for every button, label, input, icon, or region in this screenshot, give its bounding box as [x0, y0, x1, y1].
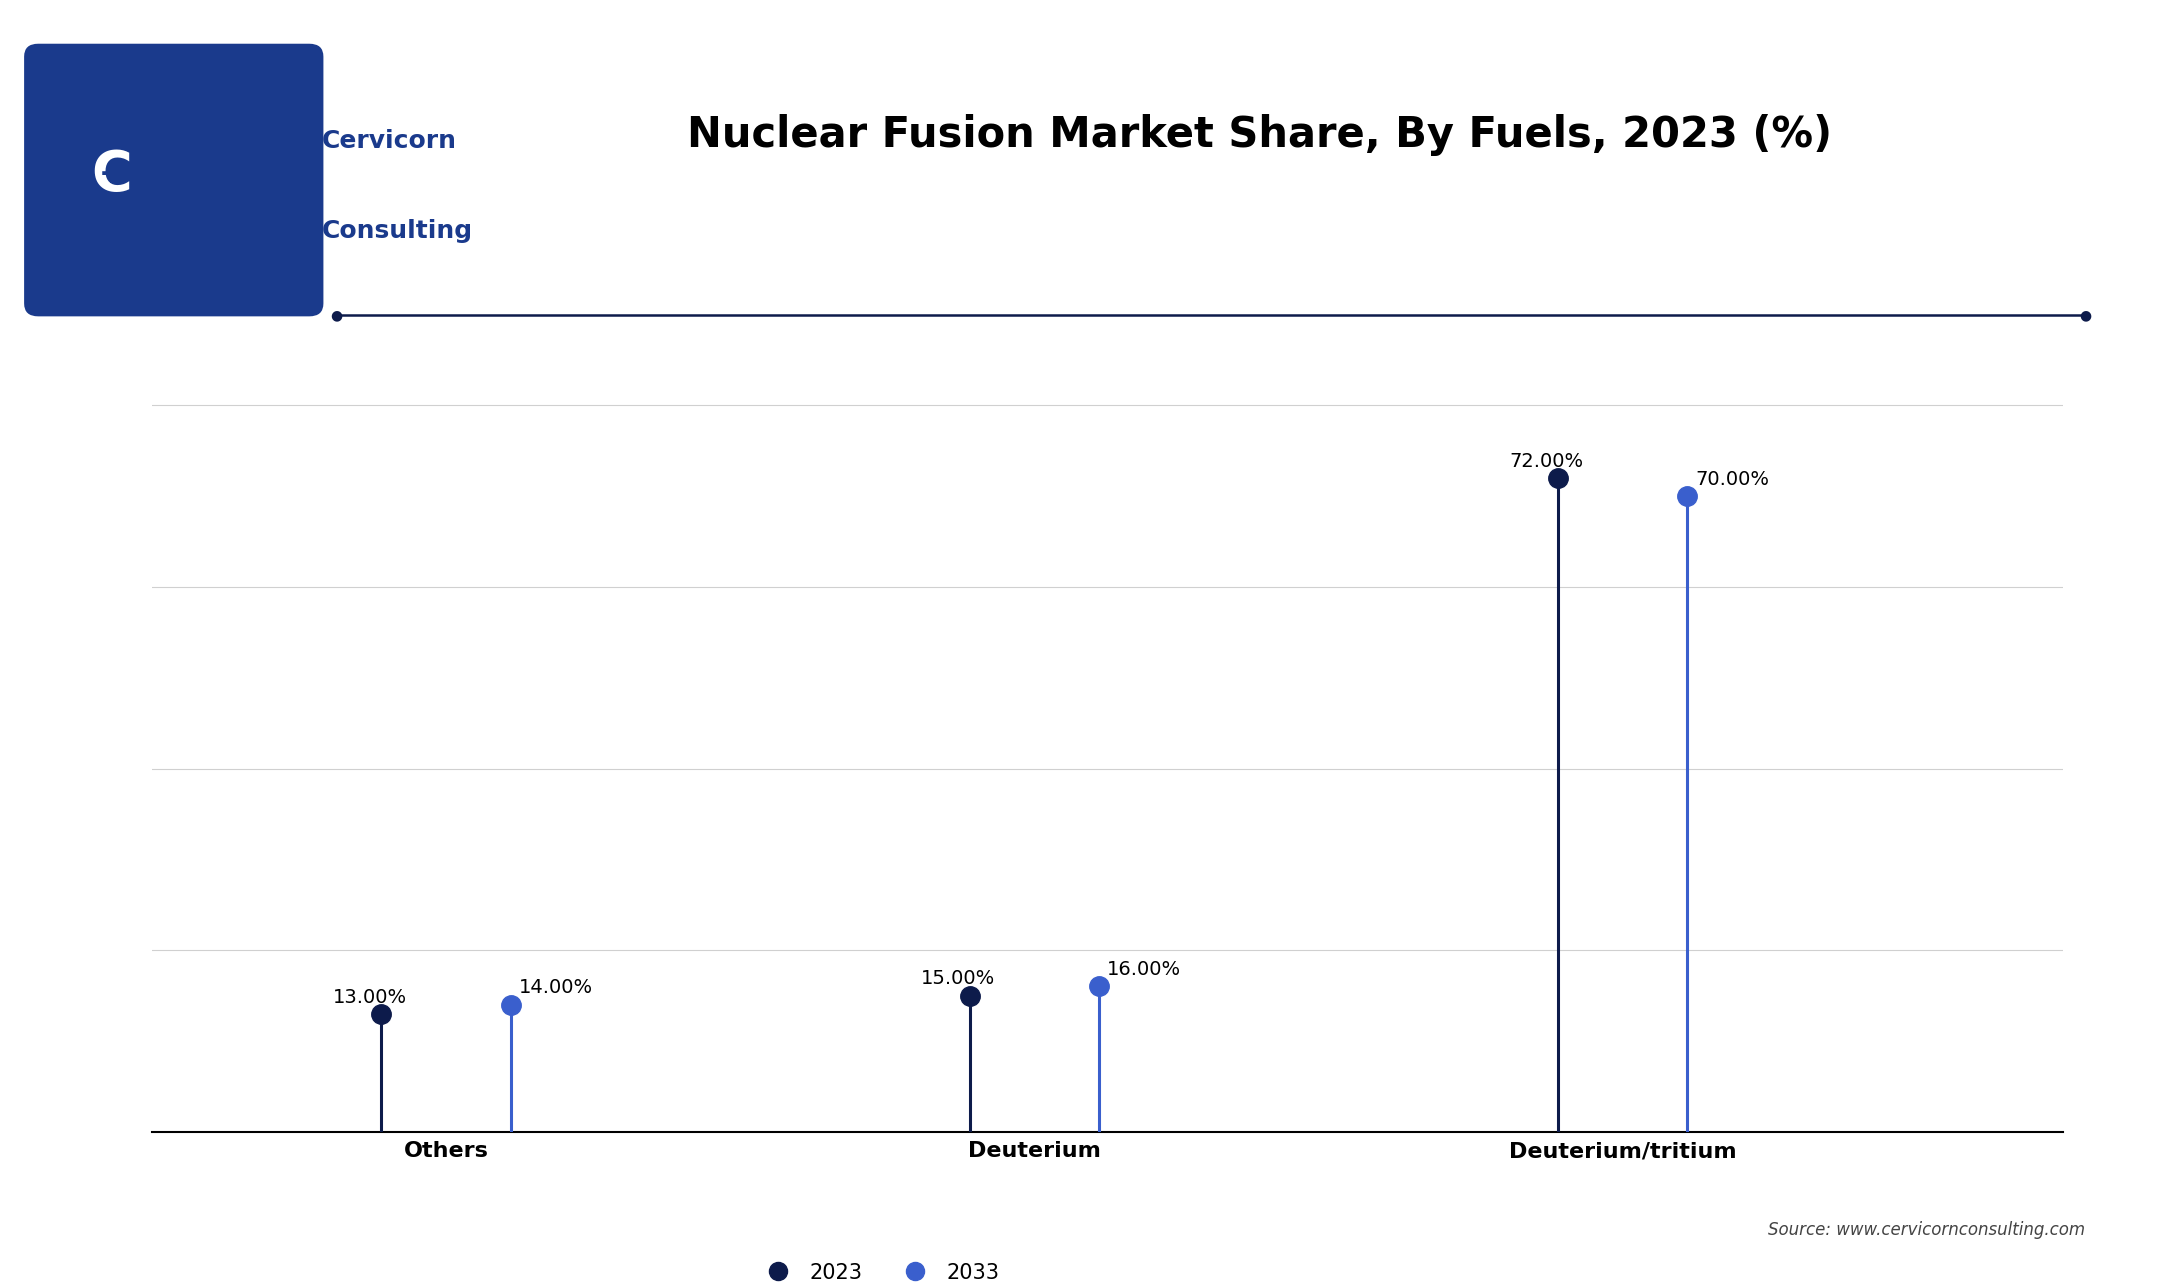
Text: ●: ● [2079, 309, 2092, 322]
Text: Nuclear Fusion Market Share, By Fuels, 2023 (%): Nuclear Fusion Market Share, By Fuels, 2… [686, 114, 1833, 156]
Text: C: C [91, 148, 132, 202]
Text: 16.00%: 16.00% [1108, 961, 1182, 980]
Text: 13.00%: 13.00% [332, 988, 406, 1007]
Text: 70.00%: 70.00% [1696, 471, 1770, 489]
Legend: 2023, 2033: 2023, 2033 [749, 1254, 1008, 1286]
Text: 15.00%: 15.00% [921, 970, 995, 989]
Text: 72.00%: 72.00% [1510, 451, 1583, 471]
Text: Consulting: Consulting [321, 220, 473, 243]
Text: Cervicorn: Cervicorn [321, 130, 456, 153]
Text: +: + [100, 161, 124, 189]
FancyBboxPatch shape [24, 44, 324, 316]
Text: Source: www.cervicornconsulting.com: Source: www.cervicornconsulting.com [1768, 1220, 2085, 1238]
Text: 14.00%: 14.00% [519, 979, 593, 998]
Text: ●: ● [330, 309, 343, 322]
